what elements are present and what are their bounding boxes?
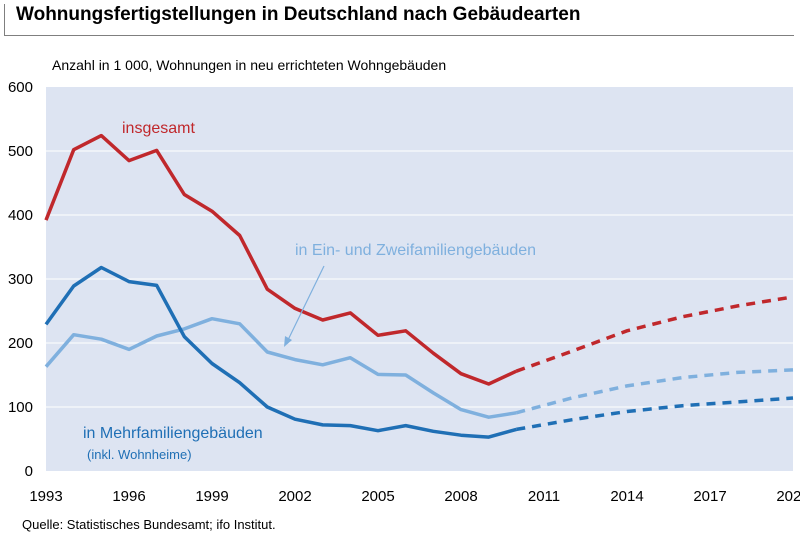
series-annotations: insgesamt in Ein- und Zweifamiliengebäud…: [83, 120, 536, 462]
y-tick-label: 600: [8, 79, 33, 96]
x-axis-ticks: 1993 1996 1999 2002 2005 2008 2011 2014 2017 2020: [29, 488, 800, 505]
series-line-0: [44, 133, 518, 386]
x-tick-label: 1996: [112, 488, 145, 505]
y-tick-label: 200: [8, 335, 33, 352]
title-border-left: [4, 4, 5, 35]
series-forecast-line-0: [515, 295, 794, 373]
x-tick-label: 2011: [528, 488, 560, 505]
series-label-mehrfamilien: in Mehrfamiliengebäuden: [83, 425, 263, 442]
x-tick-label: 2005: [361, 488, 394, 505]
y-tick-label: 100: [8, 399, 33, 416]
x-tick-label: 2017: [693, 488, 726, 505]
series-lines: [44, 133, 794, 439]
y-tick-label: 0: [25, 463, 33, 480]
series-sublabel-mehrfamilien: (inkl. Wohnheime): [87, 447, 192, 462]
series-label-einzwei: in Ein- und Zweifamiliengebäuden: [295, 242, 536, 259]
annotation-arrow: [287, 265, 325, 341]
y-tick-label: 500: [8, 143, 33, 160]
series-line-1: [44, 316, 517, 419]
series-line-2: [44, 265, 517, 439]
chart-subtitle: Anzahl in 1 000, Wohnungen in neu errich…: [52, 57, 447, 73]
x-tick-label: 2002: [278, 488, 311, 505]
title-rule: [4, 35, 794, 36]
x-tick-label: 1993: [29, 488, 62, 505]
y-axis-ticks: 0 100 200 300 400 500 600: [8, 79, 33, 480]
series-label-insgesamt: insgesamt: [122, 120, 195, 137]
y-tick-label: 400: [8, 207, 33, 224]
source-note: Quelle: Statistisches Bundesamt; ifo Ins…: [22, 517, 276, 532]
x-tick-label: 2020: [776, 488, 800, 505]
chart-title: Wohnungsfertigstellungen in Deutschland …: [16, 4, 581, 25]
series-forecast-line-2: [516, 396, 794, 432]
x-tick-label: 1999: [195, 488, 228, 505]
y-tick-label: 300: [8, 271, 33, 288]
annotation-arrowhead: [284, 336, 292, 347]
x-tick-label: 2014: [610, 488, 643, 505]
x-tick-label: 2008: [444, 488, 477, 505]
